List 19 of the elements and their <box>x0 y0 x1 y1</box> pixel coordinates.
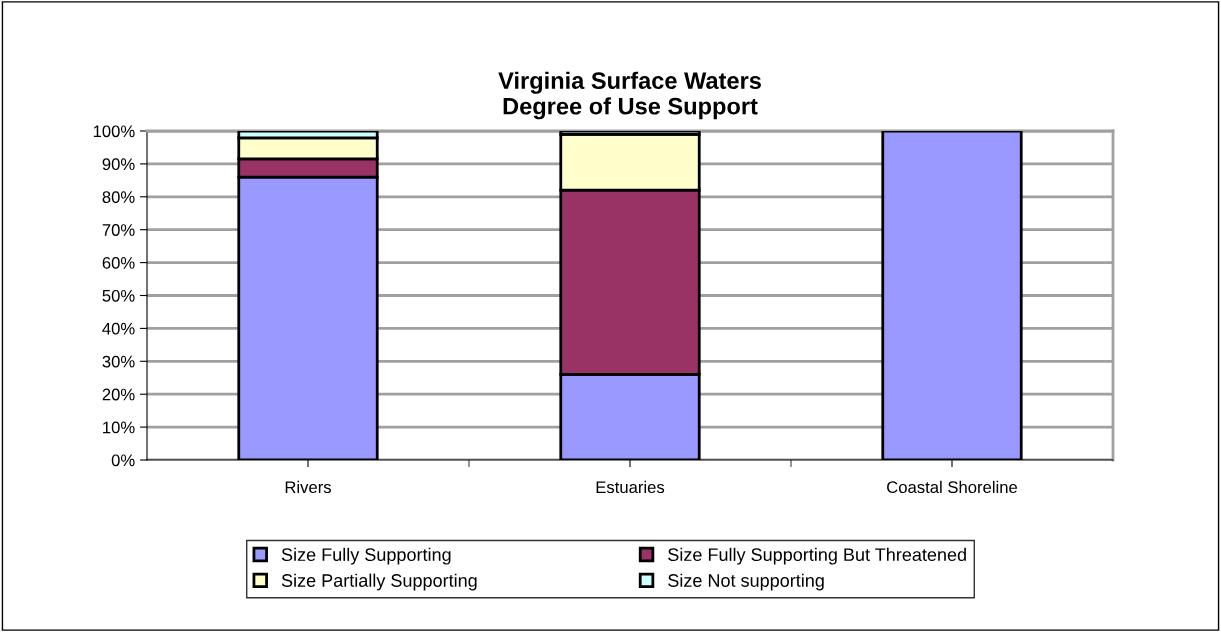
y-tick-label: 90% <box>102 158 135 171</box>
legend-label: Size Fully Supporting But Threatened <box>668 547 966 565</box>
legend-label: Size Fully Supporting <box>281 547 451 565</box>
y-tick-label: 10% <box>103 421 135 434</box>
y-tick-label: 80% <box>102 191 135 203</box>
x-tick-label: Estuaries <box>596 480 665 494</box>
y-tick-label: 30% <box>102 355 135 368</box>
y-tick-label: 70% <box>102 224 135 236</box>
y-tick-label: 50% <box>102 289 135 302</box>
y-tick-label: 100% <box>93 125 135 138</box>
y-tick-label: 0% <box>111 454 135 467</box>
x-tick-label: Rivers <box>285 480 332 494</box>
legend-label: Size Not supporting <box>668 573 824 591</box>
chart-title: Virginia Surface Waters Degree of Use Support <box>498 71 761 120</box>
y-tick-label: 60% <box>102 257 135 269</box>
legend-label: Size Partially Supporting <box>281 573 477 591</box>
y-tick-label: 20% <box>102 388 135 401</box>
y-tick-label: 40% <box>102 322 135 335</box>
x-tick-label: Coastal Shoreline <box>887 480 1018 494</box>
